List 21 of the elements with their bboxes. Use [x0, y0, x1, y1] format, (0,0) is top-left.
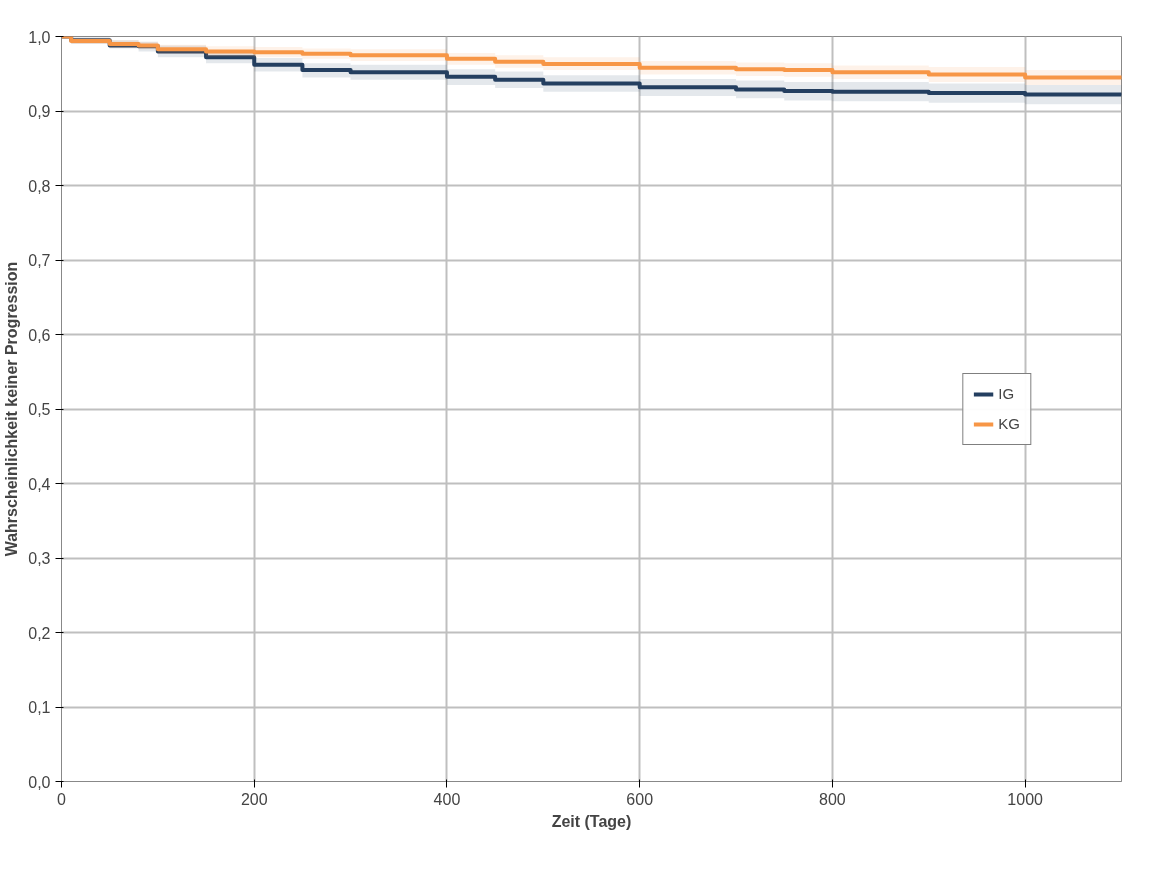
legend-label: IG	[998, 385, 1016, 402]
y-tick-label: 0,3	[28, 550, 51, 567]
y-tick-label: 0,4	[28, 475, 51, 493]
y-tick-label: 0,0	[28, 773, 51, 791]
y-tick-label: 0,6	[28, 326, 51, 344]
x-tick-label: 400	[433, 790, 461, 808]
y-tick-label: 0,5	[28, 401, 51, 418]
y-tick-label: 0,1	[28, 699, 51, 716]
y-tick-label: 1,0	[28, 28, 51, 46]
y-tick-label: 0,2	[28, 624, 51, 642]
x-tick-label: 600	[626, 790, 654, 808]
x-tick-label: 0	[57, 790, 67, 808]
x-tick-label: 800	[819, 790, 846, 808]
y-tick-label: 0,9	[28, 103, 51, 120]
legend-label: KG	[998, 415, 1020, 432]
x-axis-title: Zeit (Tage)	[551, 812, 632, 830]
x-tick-label: 200	[240, 790, 268, 808]
y-axis-title: Wahrscheinlichkeit keiner Progression	[3, 261, 21, 557]
y-tick-label: 0,8	[28, 177, 51, 195]
x-tick-label: 1000	[1007, 790, 1044, 808]
y-tick-label: 0,7	[28, 252, 51, 269]
